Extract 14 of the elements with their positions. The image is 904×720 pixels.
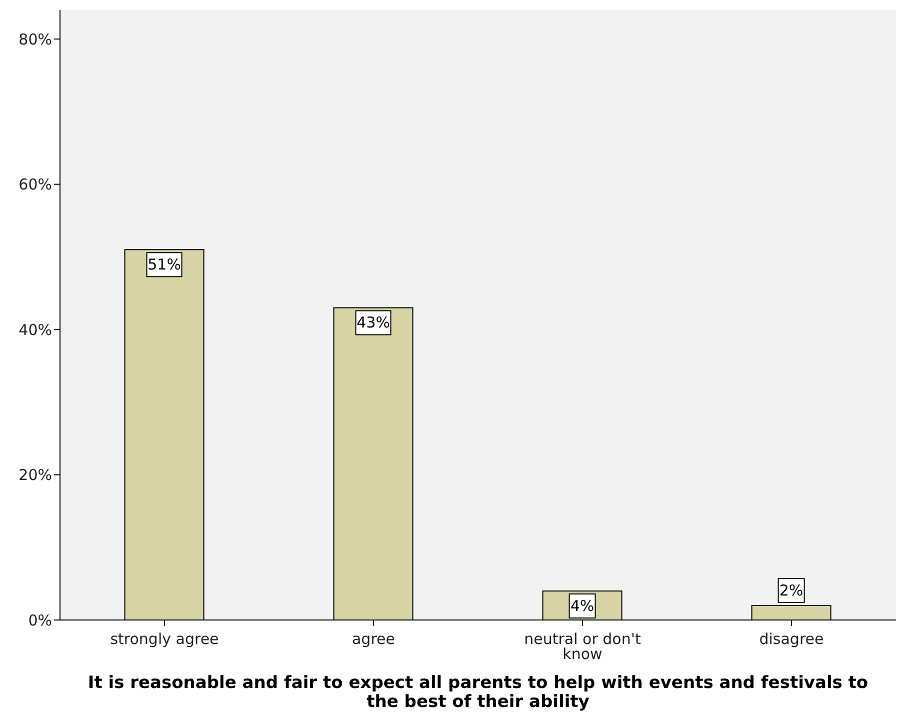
x-axis-title: It is reasonable and fair to expect all parents to help with events and festivals to the best of their ability: [86, 673, 870, 712]
y-tick-label: 80%: [18, 30, 52, 48]
data-label: 4%: [570, 596, 594, 615]
y-tick-label: 60%: [18, 176, 52, 194]
data-label: 2%: [779, 581, 804, 600]
x-tick-label: strongly agree: [110, 630, 219, 648]
y-tick-label: 20%: [18, 466, 52, 484]
x-tick-label: agree: [352, 630, 396, 648]
data-label: 43%: [356, 314, 390, 332]
y-tick-label: 40%: [18, 320, 52, 339]
x-tick-label: neutral or don't know: [524, 630, 641, 663]
data-label: 51%: [148, 256, 181, 274]
x-tick-label: disagree: [759, 630, 824, 648]
y-tick-label: 0%: [28, 611, 52, 630]
